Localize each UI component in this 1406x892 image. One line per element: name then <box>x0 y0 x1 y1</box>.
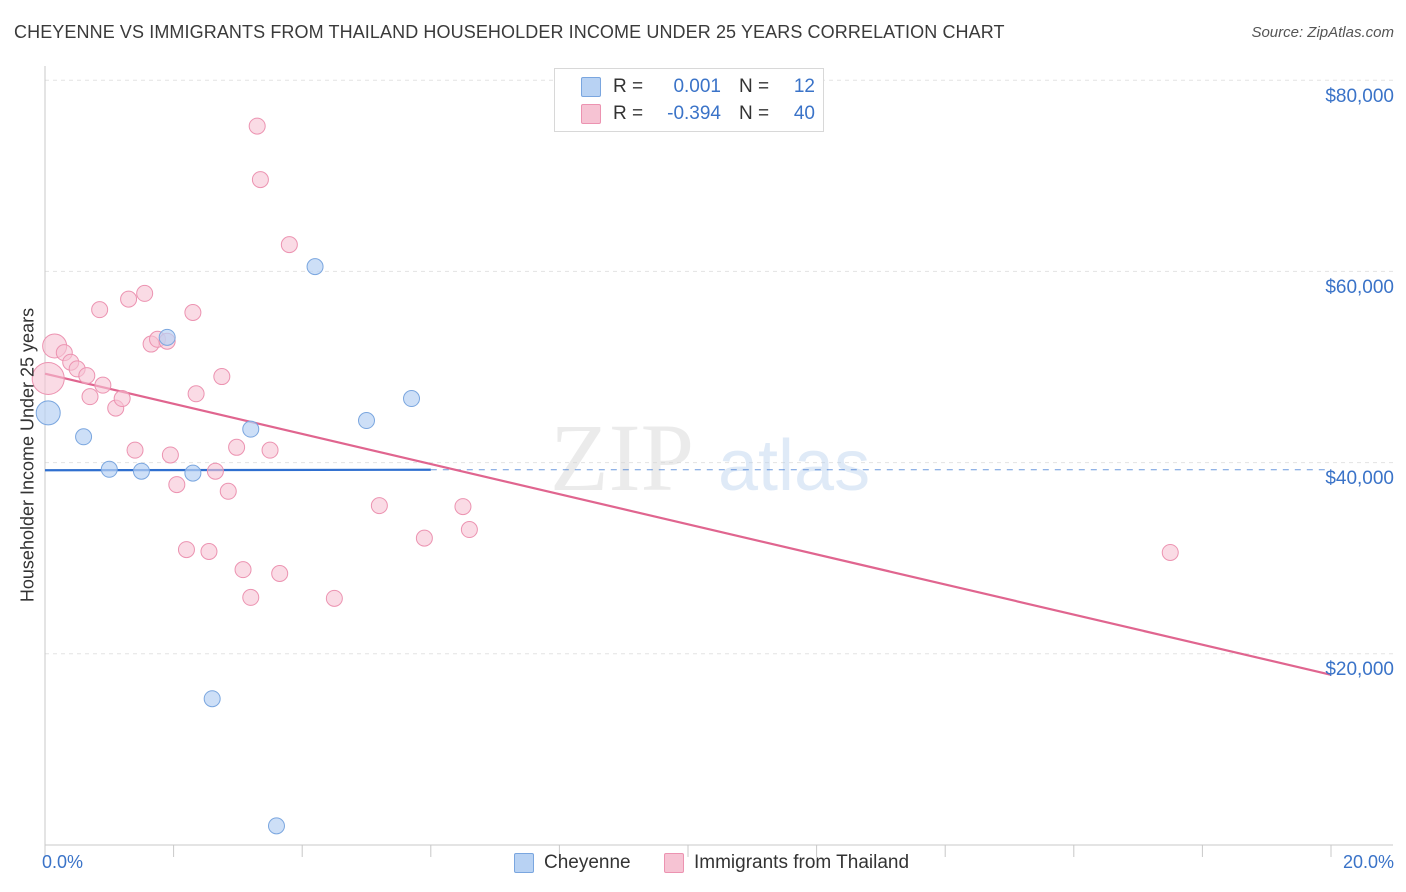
legend-r-value: -0.394 <box>667 103 721 124</box>
legend-row-cheyenne: R = 0.001 N = 12 <box>581 75 815 99</box>
thailand-point <box>200 543 218 561</box>
thailand-point <box>251 171 269 189</box>
bottom-legend-label-cheyenne: Cheyenne <box>544 852 631 873</box>
legend-n-value: 12 <box>793 76 815 97</box>
x-tick-label-min: 0.0% <box>42 852 84 872</box>
bottom-legend-cheyenne: Cheyenne <box>514 852 631 874</box>
thailand-point <box>168 476 186 494</box>
bottom-legend-swatch-cheyenne <box>514 853 534 873</box>
stats-legend: R = 0.001 N = 12 R = -0.394 N = 40 <box>554 68 824 132</box>
thailand-point <box>126 441 144 459</box>
thailand-point <box>31 361 65 395</box>
cheyenne-point <box>267 817 285 835</box>
bottom-legend-label-thailand: Immigrants from Thailand <box>694 852 910 873</box>
cheyenne-point <box>403 390 421 408</box>
thailand-point <box>415 529 433 547</box>
source-credit: Source: ZipAtlas.com <box>1251 24 1394 41</box>
chart-title: CHEYENNE VS IMMIGRANTS FROM THAILAND HOU… <box>14 22 1005 42</box>
trend-line-thailand <box>44 372 1332 676</box>
thailand-point <box>136 284 154 302</box>
thailand-point <box>1161 543 1179 561</box>
thailand-point <box>280 236 298 254</box>
cheyenne-point <box>306 258 324 276</box>
cheyenne-point <box>75 428 93 446</box>
thailand-point <box>271 564 289 582</box>
thailand-point <box>213 368 231 386</box>
y-axis-label: Householder Income Under 25 years <box>17 307 38 603</box>
thailand-point <box>261 441 279 459</box>
watermark-atlas: atlas <box>718 426 870 506</box>
cheyenne-point <box>158 328 176 346</box>
legend-r-value: 0.001 <box>673 76 721 97</box>
cheyenne-point <box>35 400 61 426</box>
thailand-point <box>81 388 99 406</box>
y-tick-label-40000: $40,000 <box>1325 468 1394 489</box>
axes <box>44 66 1393 857</box>
thailand-point <box>370 497 388 515</box>
bottom-legend-thailand: Immigrants from Thailand <box>664 852 909 874</box>
legend-n-value: 40 <box>793 103 815 124</box>
thailand-point <box>113 390 131 408</box>
thailand-point <box>325 589 343 607</box>
y-tick-label-20000: $20,000 <box>1325 659 1394 680</box>
gridlines <box>45 79 1393 655</box>
thailand-point <box>460 521 478 539</box>
y-tick-label-60000: $60,000 <box>1325 277 1394 298</box>
thailand-point <box>184 304 202 322</box>
x-tick-label-max: 20.0% <box>1342 852 1394 872</box>
thailand-point <box>120 290 138 308</box>
y-tick-label-80000: $80,000 <box>1325 86 1394 107</box>
thailand-point <box>161 446 179 464</box>
thailand-point <box>94 376 112 394</box>
thailand-point <box>177 541 195 559</box>
thailand-point <box>248 117 266 135</box>
cheyenne-point <box>203 690 221 708</box>
thailand-point <box>234 561 252 579</box>
thailand-point <box>219 482 237 500</box>
thailand-point <box>78 367 96 385</box>
thailand-point <box>91 301 109 319</box>
thailand-point <box>228 438 246 456</box>
cheyenne-point <box>132 462 150 480</box>
watermark-zip: ZIP <box>550 404 694 511</box>
cheyenne-point <box>184 464 202 482</box>
cheyenne-point <box>242 420 260 438</box>
thailand-point <box>187 385 205 403</box>
legend-r-label: R = <box>613 103 644 124</box>
bottom-legend-swatch-thailand <box>664 853 684 873</box>
thailand-point <box>454 498 472 516</box>
cheyenne-point <box>100 460 118 478</box>
thailand-point <box>206 462 224 480</box>
legend-r-label: R = <box>613 76 644 97</box>
data-points <box>31 117 1179 835</box>
watermark: ZIP atlas <box>550 404 870 511</box>
legend-n-label: N = <box>739 103 770 124</box>
thailand-point <box>242 588 260 606</box>
cheyenne-point <box>358 412 375 430</box>
legend-n-label: N = <box>739 76 770 97</box>
legend-swatch-cheyenne <box>581 77 601 97</box>
legend-row-thailand: R = -0.394 N = 40 <box>581 102 815 126</box>
legend-swatch-thailand <box>581 104 601 124</box>
